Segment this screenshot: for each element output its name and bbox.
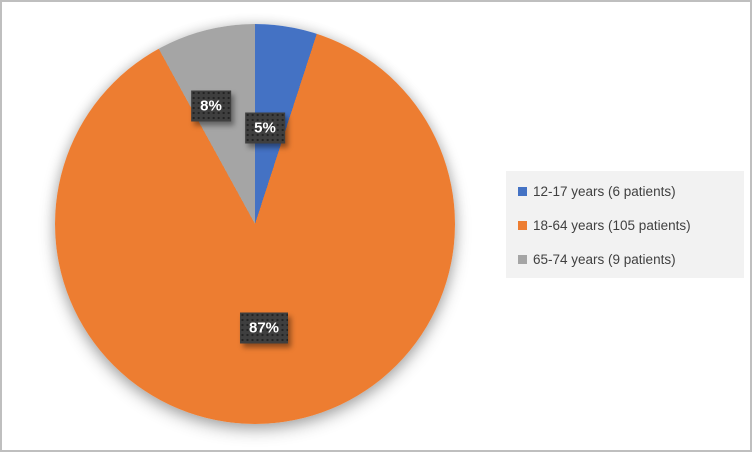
pie-chart [55,24,455,424]
legend-item-65-74: 65-74 years (9 patients) [518,242,744,276]
legend: 12-17 years (6 patients) 18-64 years (10… [506,171,744,278]
legend-swatch-blue-icon [518,186,527,196]
legend-item-label: 65-74 years (9 patients) [533,251,676,267]
legend-swatch-orange-icon [518,220,527,230]
data-label-65-74-years: 8% [191,90,231,122]
data-label-18-64-years: 87% [239,312,289,344]
data-label-12-17-years: 5% [245,112,285,144]
legend-item-18-64: 18-64 years (105 patients) [518,208,744,242]
legend-item-label: 18-64 years (105 patients) [533,217,691,233]
legend-swatch-gray-icon [518,254,527,264]
legend-item-label: 12-17 years (6 patients) [533,183,676,199]
legend-item-12-17: 12-17 years (6 patients) [518,174,744,208]
